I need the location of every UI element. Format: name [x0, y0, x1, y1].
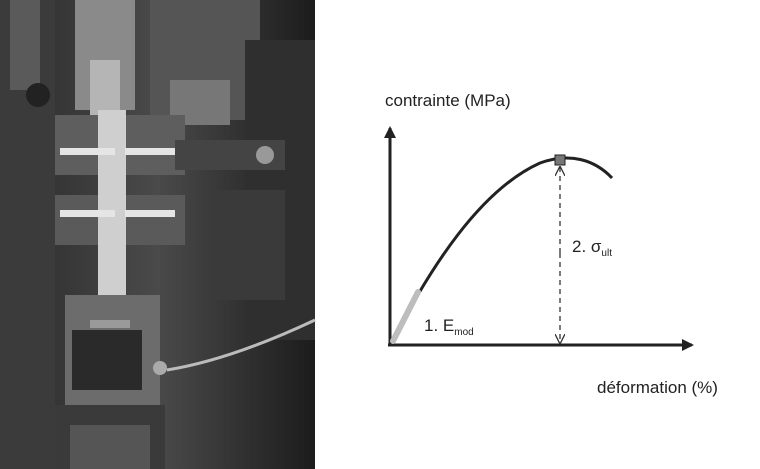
modulus-label: 1. Emod [424, 316, 474, 338]
label-text: 1. E [424, 316, 454, 335]
label-subscript: mod [454, 327, 473, 338]
x-axis-label: déformation (%) [597, 378, 718, 397]
peak-marker [554, 154, 566, 166]
y-axis-label: contrainte (MPa) [385, 91, 511, 110]
stress-strain-curve [390, 156, 614, 343]
label-text: 2. σ [572, 237, 602, 256]
photo [0, 0, 316, 469]
elastic-segment [390, 289, 421, 344]
label-subscript: ult [601, 248, 612, 259]
ultimate-label: 2. σult [572, 237, 612, 259]
